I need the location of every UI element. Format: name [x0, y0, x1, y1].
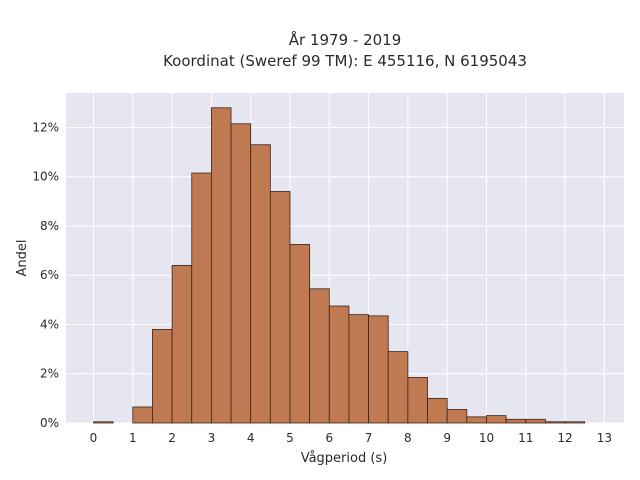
- x-tick-label: 6: [325, 431, 333, 445]
- histogram-bar: [191, 172, 212, 424]
- x-tick-label: 9: [443, 431, 451, 445]
- x-tick-label: 12: [557, 431, 572, 445]
- histogram-bar: [132, 406, 153, 424]
- histogram-bar: [486, 415, 507, 424]
- histogram-bar: [230, 123, 252, 424]
- histogram-bar: [525, 418, 546, 424]
- y-axis-label: Andel: [15, 240, 30, 277]
- y-tick-label: 4%: [40, 317, 59, 331]
- histogram-bar: [210, 107, 232, 424]
- x-tick-label: 4: [247, 431, 255, 445]
- y-tick-label: 6%: [40, 268, 59, 282]
- y-tick-label: 2%: [40, 367, 59, 381]
- y-axis-ticks: 0% 2% 4% 6% 8% 10% 12%: [32, 120, 59, 430]
- histogram-bar: [427, 397, 448, 424]
- histogram-bar: [407, 377, 428, 424]
- x-tick-label: 0: [90, 431, 98, 445]
- histogram-bar: [93, 421, 114, 424]
- x-axis-label: Vågperiod (s): [301, 451, 388, 466]
- histogram-bar: [564, 421, 586, 424]
- histogram-bar: [171, 264, 193, 424]
- y-tick-label: 10%: [32, 170, 59, 184]
- histogram-bar: [152, 329, 173, 424]
- y-tick-label: 12%: [32, 120, 59, 134]
- histogram-bar: [250, 144, 271, 424]
- histogram-bar: [545, 421, 566, 424]
- x-tick-label: 3: [208, 431, 216, 445]
- x-tick-label: 2: [168, 431, 176, 445]
- x-tick-label: 7: [365, 431, 373, 445]
- x-tick-label: 8: [404, 431, 412, 445]
- x-tick-label: 1: [129, 431, 137, 445]
- x-tick-label: 13: [597, 431, 612, 445]
- histogram-bar: [309, 288, 330, 424]
- histogram-bar: [446, 409, 468, 424]
- y-tick-label: 0%: [40, 416, 59, 430]
- x-tick-label: 10: [479, 431, 494, 445]
- chart-title-line2: Koordinat (Sweref 99 TM): E 455116, N 61…: [163, 52, 527, 70]
- x-tick-label: 5: [286, 431, 294, 445]
- histogram-bar: [466, 416, 487, 424]
- histogram-bar: [505, 418, 527, 424]
- histogram-bar: [387, 351, 409, 424]
- histogram-bar: [289, 244, 311, 424]
- bars: [93, 107, 586, 424]
- histogram-bar: [368, 315, 389, 424]
- y-tick-label: 8%: [40, 219, 59, 233]
- chart-title-line1: År 1979 - 2019: [289, 30, 402, 49]
- histogram-bar: [348, 314, 369, 424]
- x-axis-ticks: 0 1 2 3 4 5 6 7 8 9 10 11 12 13: [90, 431, 612, 445]
- histogram-bar: [328, 305, 350, 424]
- x-tick-label: 11: [518, 431, 533, 445]
- histogram-bar: [269, 191, 291, 424]
